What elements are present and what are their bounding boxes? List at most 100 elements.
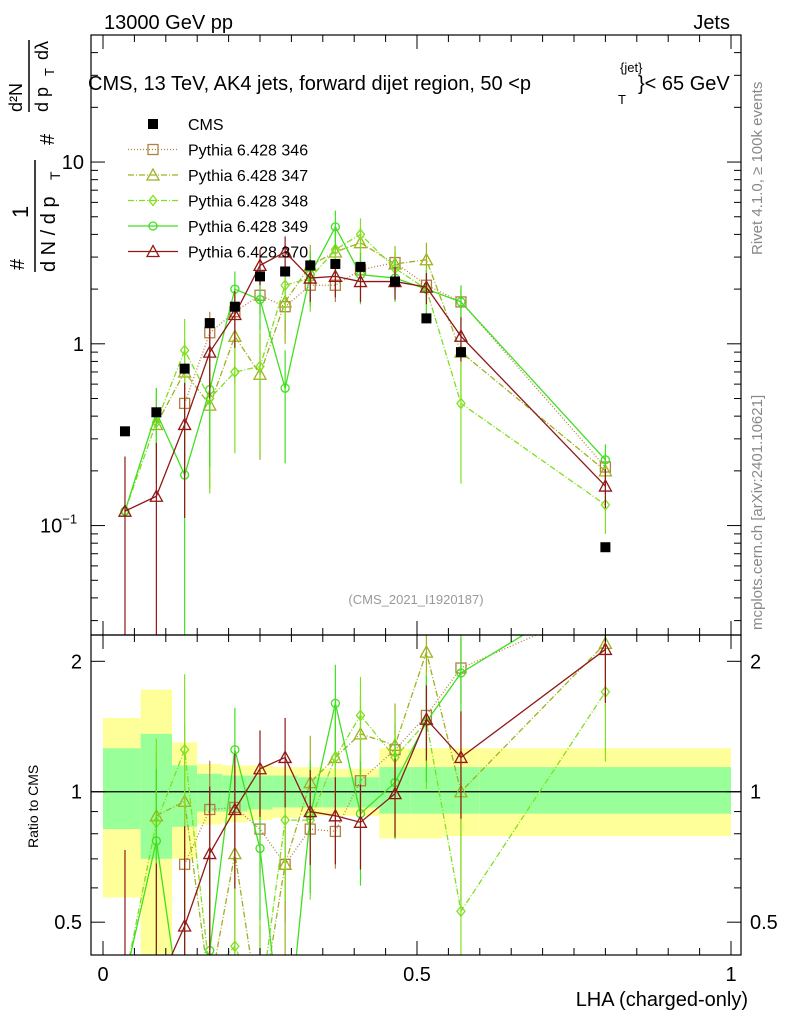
ylabel-frac-den: d N / d p [38,196,60,272]
legend-label-p347: Pythia 6.428 347 [188,168,308,185]
plot-title-sub: T [618,92,626,107]
point-p370 [227,307,242,321]
main-plot-marks [117,210,613,635]
ratio-point-p348 [330,751,341,764]
ratio-y-label: Ratio to CMS [25,765,41,848]
series-line-p370 [124,251,606,512]
ratio-band-green [479,767,731,814]
ratio-frame [90,634,742,956]
legend-entry-p349: Pythia 6.428 349 [128,219,308,236]
point-p370 [303,270,318,284]
plot-title-main: CMS, 13 TeV, AK4 jets, forward dijet reg… [88,73,531,95]
legend-marker-p347 [145,167,161,181]
point-p348 [330,243,341,256]
rivet-label: Rivet 4.1.0, ≥ 100k events [749,82,766,255]
main-y-tick-label: 10 [62,152,84,174]
point-p370 [453,328,469,342]
legend-marker-cms [148,119,158,129]
ylabel-d2n: d²N [6,83,26,112]
plot-title-end: }< 65 GeV [638,73,730,95]
ylabel-dpt-sub: T [42,68,57,76]
legend-label-p370: Pythia 6.428 370 [188,245,308,262]
main-y-tick-exponent: −1 [62,512,77,527]
ratio-point-p370 [598,642,613,656]
point-p370 [328,269,343,283]
ratio-point-p348 [179,743,190,756]
legend-marker-p349 [148,221,158,231]
point-cms [255,271,265,282]
ratio-point-p349 [230,745,240,755]
legend-label-cms: CMS [188,117,224,134]
point-p349 [600,455,611,465]
ratio-y-tick-label: 1 [71,782,82,804]
point-p348 [456,397,466,410]
ylabel-dl: dλ [32,41,52,60]
ratio-y-tick-label-right: 2 [750,651,761,673]
legend-entry-p346: Pythia 6.428 346 [128,143,308,160]
point-cms [229,301,240,312]
legend-entry-p348: Pythia 6.428 348 [128,194,308,211]
ratio-point-p348 [230,940,240,953]
legend-marker-p346 [147,143,159,156]
ratio-point-p370 [328,808,343,822]
point-p370 [117,503,133,517]
legend-label-p348: Pythia 6.428 348 [188,194,308,211]
main-y-tick-label: 1 [73,334,84,356]
ratio-line-p346 [184,635,539,866]
point-cms [179,363,190,374]
legend-marker-p348 [148,194,158,207]
ratio-point-p348 [280,814,290,827]
plot-title: CMS, 13 TeV, AK4 jets, forward dijet reg… [88,60,730,107]
point-cms [330,258,341,269]
point-p370 [598,478,613,492]
point-p348 [179,344,190,357]
ylabel-hash2: # [37,133,59,145]
ratio-y-tick-label-right: 1 [750,782,761,804]
point-p370 [177,417,192,431]
legend-entry-cms: CMS [148,117,224,134]
point-cms [305,260,316,271]
x-tick-label: 0 [97,964,108,986]
ratio-point-p370 [387,786,403,800]
point-p370 [419,279,434,293]
point-p370 [149,488,164,502]
ratio-point-p370 [227,802,242,816]
x-tick-label: 1 [725,964,736,986]
point-cms [119,426,130,437]
point-p349 [456,297,466,307]
legend-label-p349: Pythia 6.428 349 [188,219,308,236]
point-cms [355,261,366,272]
ratio-point-p370 [278,750,293,764]
point-p348 [600,498,611,511]
ratio-point-p370 [202,846,217,860]
point-p348 [280,279,290,292]
header-right: Jets [693,12,730,34]
point-cms [280,266,291,277]
point-p347 [419,252,434,266]
x-tick-label: 0.5 [403,964,431,986]
ratio-y-tick-label-right: 0.5 [750,912,778,934]
point-cms [600,542,611,553]
ylabel-den-sub: T [47,171,63,180]
point-cms [204,318,215,329]
point-p370 [202,344,217,358]
series-line-p348 [124,233,606,512]
ratio-y-tick-label: 0.5 [54,912,82,934]
ratio-line-p348 [129,691,606,955]
ratio-point-p349 [456,668,466,678]
legend: CMS Pythia 6.428 346 Pythia 6.428 347 Pythi… [128,117,308,262]
ratio-point-p370 [303,804,318,818]
ratio-point-p370 [453,750,469,764]
point-p349 [330,222,341,232]
ratio-band-green [103,748,141,830]
point-cms [421,313,432,324]
ylabel-hash1: # [7,258,29,270]
ratio-point-p349 [255,843,265,854]
ratio-point-p348 [456,905,466,918]
legend-entry-p370: Pythia 6.428 370 [128,244,308,262]
ratio-point-p370 [353,814,368,828]
legend-marker-p370 [145,244,161,258]
point-cms [390,276,401,287]
